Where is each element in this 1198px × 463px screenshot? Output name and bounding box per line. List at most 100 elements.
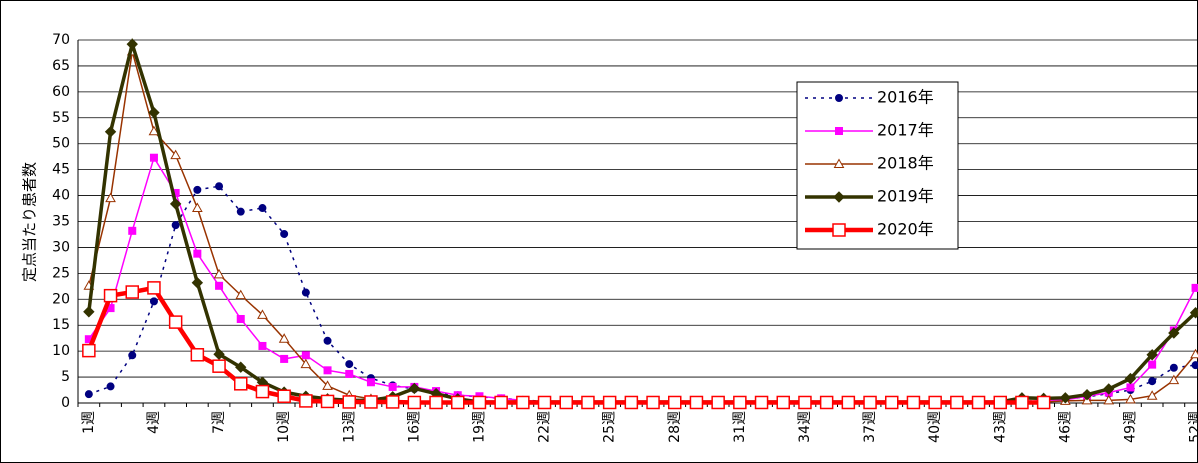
marker <box>342 395 356 409</box>
marker <box>1148 360 1157 369</box>
marker <box>323 366 332 375</box>
marker <box>126 38 138 50</box>
legend: 2016年 2017年 2018年 2019年 2020年 <box>796 81 959 250</box>
marker <box>472 395 487 410</box>
marker <box>1125 393 1136 404</box>
marker <box>236 314 245 323</box>
y-tick-label: 35 <box>52 214 70 230</box>
marker <box>1168 374 1180 385</box>
marker <box>950 395 964 410</box>
marker <box>83 306 95 318</box>
x-tick-label: 16週 <box>406 411 422 443</box>
marker <box>863 395 877 410</box>
x-tick-label: 43週 <box>992 411 1008 443</box>
marker <box>494 395 508 410</box>
marker <box>84 390 93 399</box>
marker <box>213 268 225 279</box>
marker <box>169 198 182 210</box>
y-tick-label: 10 <box>52 343 70 359</box>
marker <box>798 395 812 410</box>
marker <box>832 223 846 237</box>
marker <box>429 395 443 410</box>
marker <box>906 395 921 410</box>
x-tick-label: 19週 <box>471 411 487 443</box>
marker <box>624 395 639 410</box>
marker <box>212 359 226 373</box>
x-tick-label: 52週 <box>1188 411 1198 443</box>
marker <box>148 106 160 119</box>
marker <box>170 149 182 160</box>
marker <box>103 288 118 303</box>
marker <box>323 336 332 345</box>
x-tick-label: 40週 <box>927 411 943 443</box>
marker <box>1015 395 1029 410</box>
marker <box>345 360 354 369</box>
marker <box>1189 307 1198 319</box>
marker <box>819 395 834 410</box>
y-tick-label: 50 <box>52 136 70 152</box>
marker <box>320 394 335 409</box>
marker <box>280 229 289 238</box>
marker <box>82 343 96 358</box>
y-tick-label: 15 <box>52 317 70 333</box>
marker <box>1103 383 1115 395</box>
marker <box>280 354 289 363</box>
marker <box>215 182 224 191</box>
y-tick-label: 65 <box>52 58 70 74</box>
marker <box>1081 388 1093 401</box>
y-tick-label: 25 <box>52 265 70 281</box>
marker <box>258 341 267 350</box>
marker <box>1126 383 1135 392</box>
marker <box>1036 395 1051 410</box>
marker <box>191 202 203 213</box>
marker <box>516 395 530 410</box>
x-tick-label: 22週 <box>537 411 553 443</box>
marker <box>277 389 291 404</box>
marker <box>776 395 790 410</box>
marker <box>125 285 139 299</box>
marker <box>711 395 725 410</box>
marker <box>235 361 247 373</box>
x-tick-label: 28週 <box>667 411 683 443</box>
marker <box>841 395 856 410</box>
x-tick-label: 34週 <box>797 411 813 443</box>
x-tick-label: 13週 <box>341 411 357 443</box>
marker <box>559 395 573 410</box>
marker <box>105 192 116 203</box>
marker <box>668 395 682 410</box>
marker <box>235 289 247 300</box>
marker <box>345 369 354 378</box>
marker <box>537 395 552 410</box>
marker <box>300 358 312 369</box>
marker <box>928 395 942 410</box>
marker <box>301 351 310 360</box>
marker <box>215 281 224 290</box>
marker <box>581 395 595 410</box>
marker <box>104 126 117 138</box>
marker <box>258 204 267 213</box>
marker <box>1059 392 1072 404</box>
marker <box>451 395 465 410</box>
marker <box>835 94 843 102</box>
x-tick-label: 7週 <box>211 411 227 434</box>
marker <box>364 395 378 409</box>
y-tick-label: 20 <box>52 291 70 307</box>
marker <box>149 153 158 162</box>
marker <box>1148 377 1157 386</box>
marker <box>754 395 769 410</box>
marker <box>147 281 161 295</box>
marker <box>234 377 248 391</box>
marker <box>388 382 397 391</box>
marker <box>408 382 421 395</box>
y-tick-label: 0 <box>61 395 70 411</box>
marker <box>322 380 333 390</box>
y-tick-label: 60 <box>52 84 70 100</box>
marker <box>1124 372 1137 385</box>
marker <box>106 382 115 391</box>
marker <box>689 395 704 410</box>
marker <box>1146 349 1158 361</box>
y-tick-label: 30 <box>52 239 70 255</box>
marker <box>236 207 245 216</box>
